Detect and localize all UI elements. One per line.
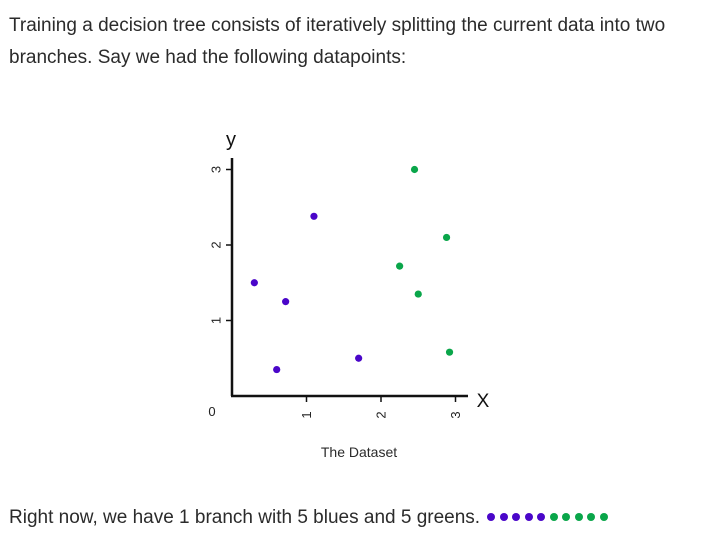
summary-paragraph: Right now, we have 1 branch with 5 blues… xyxy=(9,503,612,533)
blue-dot xyxy=(537,512,546,521)
chart-ticks: 1 2 3 1 2 3 xyxy=(209,166,464,419)
intro-line-2: branches. Say we had the following datap… xyxy=(9,47,407,68)
intro-paragraph: Training a decision tree consists of ite… xyxy=(9,10,714,74)
blue-data-point xyxy=(273,365,281,374)
y-axis-label: y xyxy=(226,129,236,151)
green-dot xyxy=(574,512,583,521)
x-tick-label: 1 xyxy=(299,411,314,418)
blue-data-point xyxy=(310,212,318,220)
y-tick-label: 2 xyxy=(209,241,224,248)
summary-dots xyxy=(487,503,612,533)
green-dot xyxy=(587,512,596,521)
blue-data-point xyxy=(250,279,258,287)
blue-data-point xyxy=(282,298,290,306)
green-data-point xyxy=(396,262,404,270)
blue-data-point xyxy=(355,354,363,362)
blue-dot xyxy=(524,512,533,521)
green-dot xyxy=(599,512,608,521)
y-tick-label: 3 xyxy=(209,166,224,173)
green-dot xyxy=(549,512,558,521)
x-axis-label: X xyxy=(477,391,490,412)
green-data-point xyxy=(445,348,454,356)
green-data-point xyxy=(442,233,451,242)
intro-line-1: Training a decision tree consists of ite… xyxy=(9,15,666,36)
green-dot xyxy=(562,512,571,521)
green-data-point xyxy=(414,290,422,298)
blue-dot xyxy=(487,512,496,521)
y-tick-label: 1 xyxy=(209,317,224,324)
blue-dot xyxy=(499,512,508,521)
x-tick-label: 3 xyxy=(448,411,463,418)
summary-text: Right now, we have 1 branch with 5 blues… xyxy=(9,507,481,529)
chart-caption: The Dataset xyxy=(321,444,397,460)
chart-points xyxy=(250,165,454,374)
chart-axes xyxy=(230,158,468,398)
x-tick-label: 2 xyxy=(374,411,389,418)
origin-label: 0 xyxy=(208,404,215,419)
blue-dot xyxy=(512,512,521,521)
green-data-point xyxy=(410,165,419,174)
